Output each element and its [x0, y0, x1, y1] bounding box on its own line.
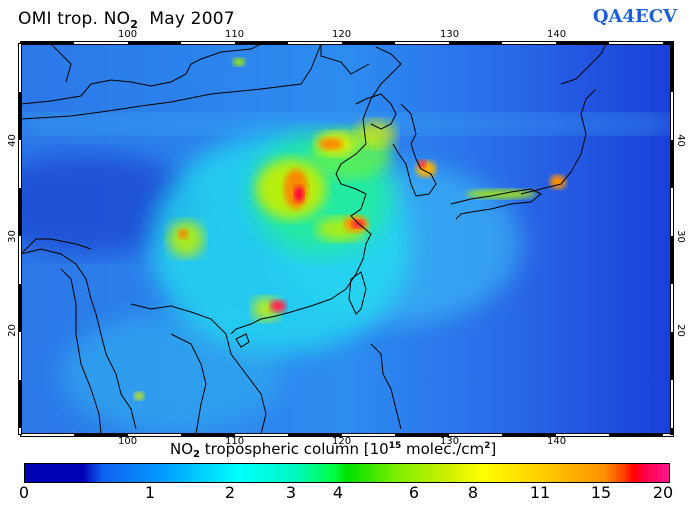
top-tick-140: 140 — [547, 29, 567, 40]
right-tick-30: 30 — [674, 230, 686, 243]
top-tick-100: 100 — [118, 29, 138, 40]
title-subscript: 2 — [130, 18, 139, 31]
colorbar-label-end: ] — [490, 440, 497, 458]
no2-heatmap — [21, 44, 671, 434]
colorbar-label-unit: molec./cm — [401, 440, 485, 458]
left-axis-bar — [18, 43, 22, 435]
colorbar-label: NO2 tropospheric column [1015 molec./cm2… — [170, 440, 496, 460]
bottom-tick-110: 110 — [225, 436, 245, 447]
colorbar-label-mid: tropospheric column [10 — [200, 440, 389, 458]
colorbar-tick-4: 4 — [332, 483, 344, 502]
right-axis-bar — [670, 43, 674, 435]
colorbar-tick-3: 3 — [285, 483, 297, 502]
colorbar-tick-2: 2 — [224, 483, 236, 502]
colorbar-tick-8: 8 — [467, 483, 479, 502]
top-tick-120: 120 — [332, 29, 352, 40]
colorbar-tick-11: 11 — [529, 483, 551, 502]
colorbar-label-sub: 2 — [193, 449, 200, 460]
left-tick-30: 30 — [6, 230, 18, 243]
right-tick-40: 40 — [674, 134, 686, 147]
title-date: May 2007 — [149, 9, 235, 29]
colorbar-label-exp: 15 — [388, 441, 402, 451]
colorbar-tick-6: 6 — [408, 483, 420, 502]
colorbar-label-exp2: 2 — [484, 441, 491, 451]
bottom-tick-120: 120 — [332, 436, 352, 447]
colorbar-label-no: NO — [170, 440, 194, 458]
title-text: OMI trop. NO — [18, 9, 131, 29]
colorbar-tick-0: 0 — [18, 483, 30, 502]
left-tick-20: 20 — [6, 324, 18, 337]
top-tick-110: 110 — [225, 29, 245, 40]
brand-label: QA4ECV — [592, 6, 677, 27]
colorbar — [24, 463, 670, 483]
bottom-axis-bar — [20, 433, 674, 437]
left-tick-40: 40 — [6, 134, 18, 147]
bottom-tick-130: 130 — [440, 436, 460, 447]
right-tick-20: 20 — [674, 324, 686, 337]
no2-map — [20, 43, 672, 435]
colorbar-tick-1: 1 — [144, 483, 156, 502]
bottom-tick-140: 140 — [547, 436, 567, 447]
colorbar-tick-15: 15 — [590, 483, 612, 502]
bottom-tick-100: 100 — [118, 436, 138, 447]
chart-title: OMI trop. NO2 May 2007 — [18, 9, 235, 31]
top-tick-130: 130 — [440, 29, 460, 40]
top-axis-bar — [20, 41, 674, 45]
colorbar-tick-20: 20 — [652, 483, 674, 502]
